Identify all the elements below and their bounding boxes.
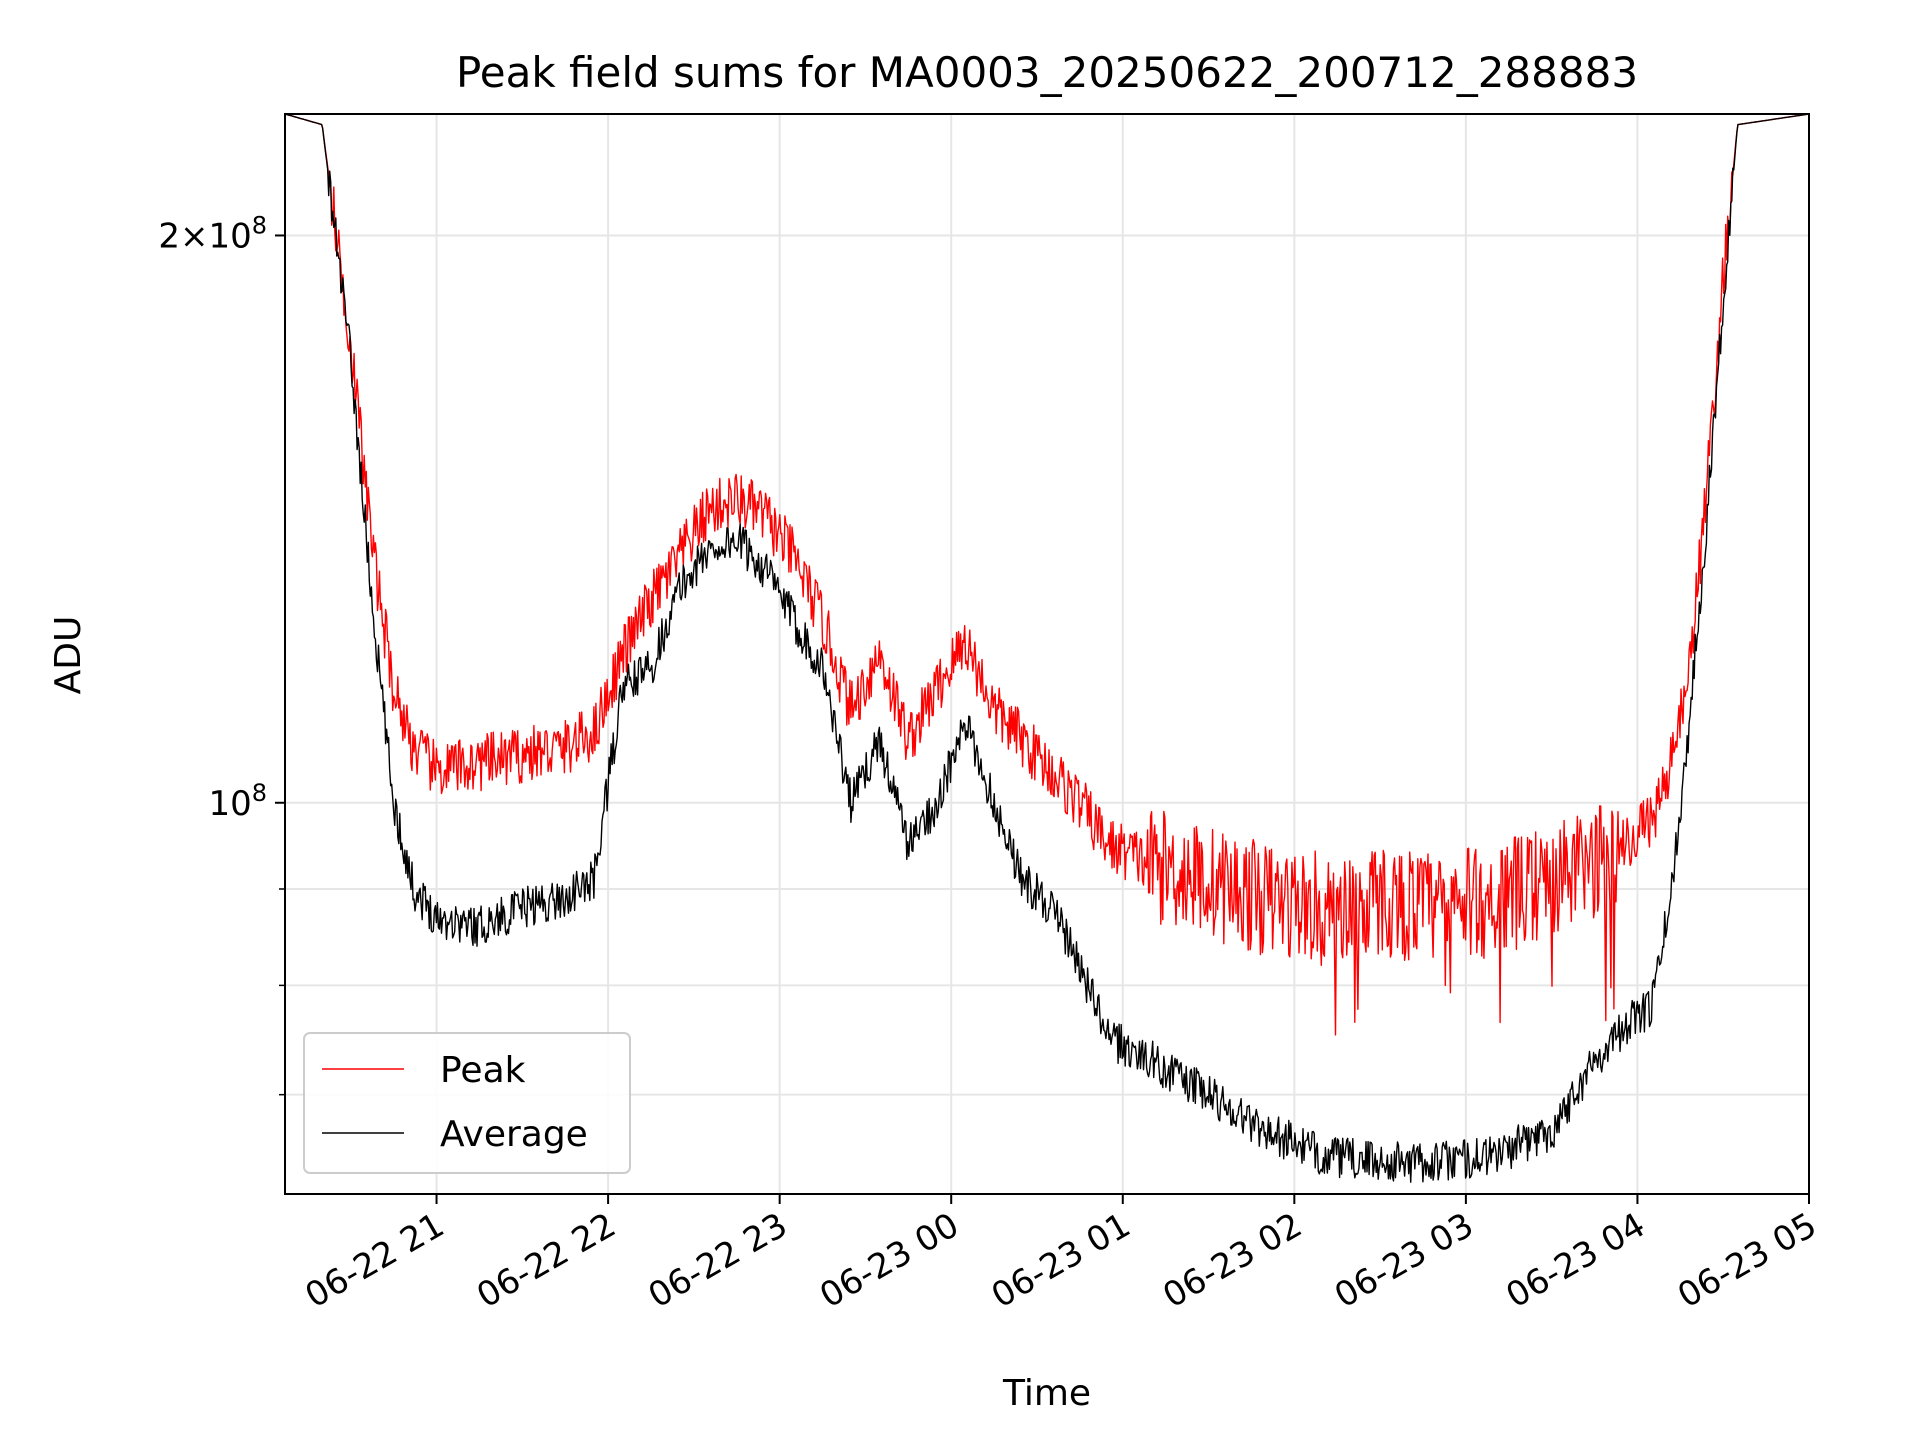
legend-label-peak: Peak (440, 1050, 526, 1091)
y-tick-label: 2×108 (158, 211, 267, 256)
series-layer (284, 113, 1810, 1183)
chart-title: Peak field sums for MA0003_20250622_2007… (456, 48, 1638, 97)
plot-frame (284, 113, 1810, 1195)
series-line-peak (284, 113, 1810, 1036)
series-line-average (284, 113, 1810, 1183)
legend-label-average: Average (440, 1114, 588, 1155)
y-axis-label: ADU (48, 616, 89, 695)
y-tick-label: 108 (208, 779, 267, 824)
legend-box (303, 1032, 631, 1174)
x-axis-label: Time (1002, 1373, 1091, 1414)
legend: Peak Average (303, 1032, 631, 1174)
